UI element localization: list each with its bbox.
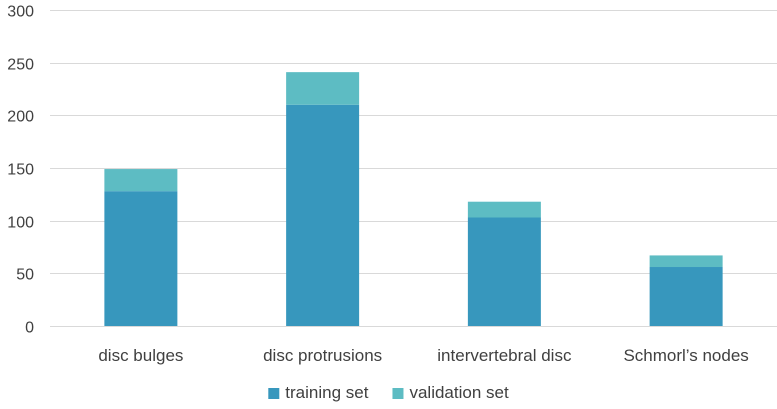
bar-training-set-1 [286,104,360,326]
bar-validation-set-1 [286,72,360,105]
bar-validation-set-2 [467,201,541,218]
y-tick-label: 250 [7,57,34,74]
y-tick-label: 0 [25,320,34,337]
legend-label-training-set: training set [285,383,368,402]
y-tick-label: 300 [7,4,34,21]
bar-validation-set-0 [104,169,178,192]
y-tick-label: 200 [7,109,34,126]
x-category-label: disc bulges [98,346,183,365]
legend-swatch-validation-set [392,388,404,399]
bar-validation-set-3 [649,255,723,268]
bars [104,72,723,326]
x-axis-category-labels: disc bulges disc protrusions intervertebra… [98,346,748,365]
bar-training-set-0 [104,191,178,326]
x-category-label: disc protrusions [263,346,382,365]
bar-training-set-3 [649,267,723,326]
y-axis-tick-labels: 0 50 100 150 200 250 300 [7,4,34,337]
legend: training set validation set [268,383,509,402]
x-category-label: intervertebral disc [437,346,572,365]
bar-training-set-2 [467,217,541,326]
legend-label-validation-set: validation set [409,383,509,402]
y-tick-label: 150 [7,162,34,179]
y-tick-label: 100 [7,215,34,232]
x-category-label: Schmorl’s nodes [623,346,748,365]
y-tick-label: 50 [16,267,34,284]
legend-swatch-training-set [268,388,280,399]
